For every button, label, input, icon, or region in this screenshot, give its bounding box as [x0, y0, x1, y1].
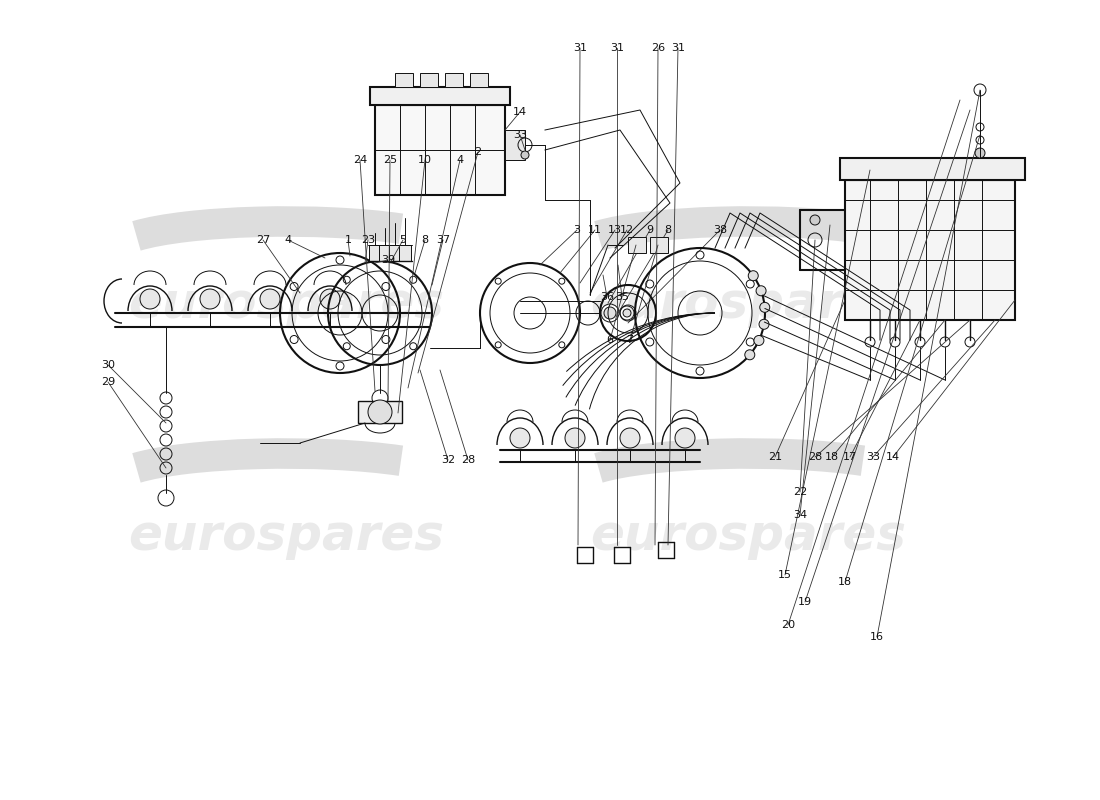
Text: 28: 28 [461, 455, 475, 465]
Text: eurospares: eurospares [128, 512, 444, 560]
Bar [446, 73, 463, 87]
Text: eurospares: eurospares [590, 512, 906, 560]
Bar [840, 158, 1025, 180]
Bar [395, 73, 412, 87]
Circle shape [975, 148, 984, 158]
Text: 31: 31 [610, 43, 624, 53]
Text: 14: 14 [886, 452, 900, 462]
Circle shape [623, 309, 631, 317]
Text: 17: 17 [843, 452, 857, 462]
Text: 34: 34 [793, 510, 807, 520]
Text: 15: 15 [778, 570, 792, 580]
Circle shape [759, 319, 769, 330]
Circle shape [368, 400, 392, 424]
Text: 29: 29 [101, 377, 116, 387]
Circle shape [810, 215, 820, 225]
Text: 21: 21 [768, 452, 782, 462]
Circle shape [200, 289, 220, 309]
Bar [470, 73, 488, 87]
Circle shape [510, 428, 530, 448]
Bar [505, 130, 525, 160]
Text: 4: 4 [456, 155, 463, 165]
Text: 20: 20 [781, 620, 795, 630]
Circle shape [754, 335, 763, 346]
Text: eurospares: eurospares [590, 280, 906, 328]
Text: 6: 6 [606, 335, 614, 345]
Text: 24: 24 [353, 155, 367, 165]
Text: 36: 36 [600, 292, 614, 302]
Text: 2: 2 [474, 147, 482, 157]
Bar [650, 237, 668, 253]
Circle shape [675, 428, 695, 448]
Bar [389, 245, 402, 261]
Circle shape [521, 151, 529, 159]
Text: 25: 25 [383, 155, 397, 165]
Text: 7: 7 [626, 335, 634, 345]
Text: 10: 10 [418, 155, 432, 165]
Bar [399, 245, 411, 261]
Bar [368, 245, 381, 261]
Text: 5: 5 [399, 235, 407, 245]
Text: 32: 32 [441, 455, 455, 465]
Text: 31: 31 [671, 43, 685, 53]
Circle shape [565, 428, 585, 448]
Bar [358, 401, 402, 423]
Text: 27: 27 [256, 235, 271, 245]
Text: 18: 18 [838, 577, 853, 587]
Text: 37: 37 [436, 235, 450, 245]
Bar [379, 245, 390, 261]
Circle shape [745, 350, 755, 360]
Circle shape [140, 289, 159, 309]
Text: 35: 35 [615, 292, 629, 302]
Text: 9: 9 [647, 225, 653, 235]
Text: 1: 1 [344, 235, 352, 245]
Bar [370, 87, 510, 105]
Text: 23: 23 [361, 235, 375, 245]
Circle shape [748, 270, 758, 281]
Text: 13: 13 [608, 225, 622, 235]
Text: 22: 22 [793, 487, 807, 497]
Text: eurospares: eurospares [128, 280, 444, 328]
Circle shape [620, 428, 640, 448]
Text: 28: 28 [807, 452, 822, 462]
Circle shape [760, 302, 770, 312]
Bar [420, 73, 438, 87]
Text: 8: 8 [664, 225, 672, 235]
Text: 38: 38 [713, 225, 727, 235]
Text: 16: 16 [870, 632, 884, 642]
Bar [845, 180, 1015, 320]
Bar [628, 237, 646, 253]
Text: 18: 18 [825, 452, 839, 462]
Circle shape [604, 307, 616, 319]
Text: 33: 33 [866, 452, 880, 462]
Circle shape [260, 289, 280, 309]
Text: 11: 11 [588, 225, 602, 235]
Text: 19: 19 [798, 597, 812, 607]
Bar [375, 105, 505, 195]
Text: 8: 8 [421, 235, 429, 245]
Text: 3: 3 [573, 225, 581, 235]
Text: 14: 14 [513, 107, 527, 117]
Circle shape [320, 289, 340, 309]
Text: 33: 33 [513, 130, 527, 140]
Text: 4: 4 [285, 235, 292, 245]
Circle shape [756, 286, 766, 296]
Text: 26: 26 [651, 43, 666, 53]
Text: 30: 30 [101, 360, 116, 370]
Text: 12: 12 [620, 225, 634, 235]
Text: 39: 39 [381, 255, 395, 265]
Text: 31: 31 [573, 43, 587, 53]
